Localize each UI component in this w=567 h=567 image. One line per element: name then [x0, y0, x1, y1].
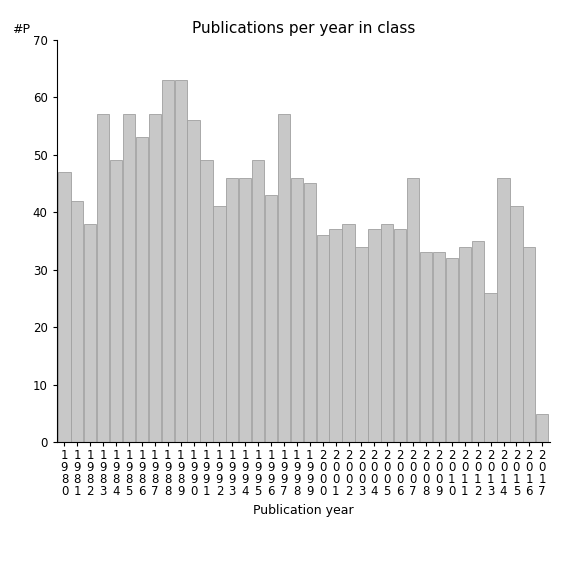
Bar [459, 247, 471, 442]
Bar [188, 120, 200, 442]
Bar [497, 177, 510, 442]
Bar [329, 230, 342, 442]
Bar [420, 252, 432, 442]
Title: Publications per year in class: Publications per year in class [192, 21, 415, 36]
Bar [446, 258, 458, 442]
Bar [291, 177, 303, 442]
Bar [484, 293, 497, 442]
Bar [472, 241, 484, 442]
Bar [536, 413, 548, 442]
Bar [58, 172, 70, 442]
Bar [175, 80, 187, 442]
Bar [84, 224, 96, 442]
Bar [149, 115, 161, 442]
Bar [162, 80, 174, 442]
Bar [123, 115, 135, 442]
Bar [71, 201, 83, 442]
Bar [368, 230, 380, 442]
Bar [304, 184, 316, 442]
Bar [239, 177, 251, 442]
Bar [433, 252, 445, 442]
Bar [265, 195, 277, 442]
Bar [394, 230, 407, 442]
Bar [110, 160, 122, 442]
Bar [356, 247, 367, 442]
Bar [407, 177, 419, 442]
Bar [510, 206, 523, 442]
Bar [252, 160, 264, 442]
Text: #P: #P [12, 23, 30, 36]
X-axis label: Publication year: Publication year [253, 503, 354, 517]
Bar [226, 177, 239, 442]
Bar [342, 224, 355, 442]
Bar [136, 137, 148, 442]
Bar [213, 206, 226, 442]
Bar [200, 160, 213, 442]
Bar [381, 224, 393, 442]
Bar [316, 235, 329, 442]
Bar [97, 115, 109, 442]
Bar [278, 115, 290, 442]
Bar [523, 247, 535, 442]
